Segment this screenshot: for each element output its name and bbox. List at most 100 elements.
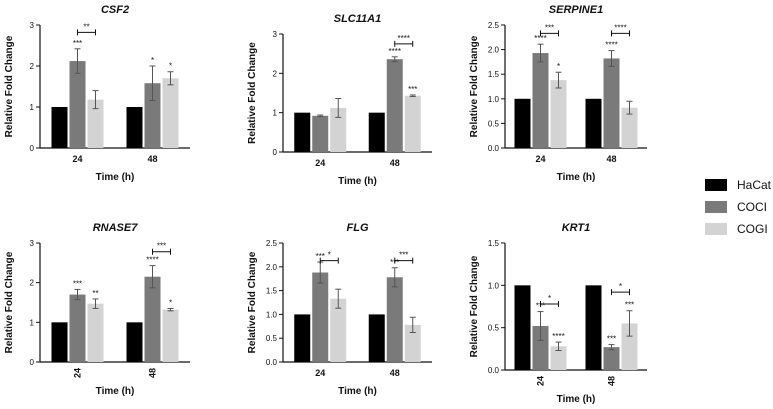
bar-cogi-24: [87, 303, 104, 362]
significance-label: ****: [534, 34, 546, 43]
y-tick-label: 0: [273, 148, 278, 157]
y-tick-label: 2: [273, 69, 278, 78]
y-tick-label: 0.0: [488, 366, 500, 375]
chart-title: RNASE7: [93, 222, 139, 234]
bar-hacat-24: [294, 112, 311, 152]
bar-coci-24: [69, 294, 86, 362]
legend-label-hacat: HaCat: [737, 178, 772, 192]
significance-label: *: [151, 56, 154, 65]
bracket-significance-label: ****: [398, 34, 410, 43]
bar-coci-48: [386, 277, 403, 362]
significance-label: *: [169, 62, 172, 71]
significance-label: ****: [389, 47, 401, 56]
legend-item-coci: COCI: [705, 196, 771, 218]
legend-label-coci: COCI: [737, 200, 767, 214]
y-tick-label: 1.0: [488, 281, 500, 290]
bar-coci-24: [312, 272, 329, 362]
chart-title: KRT1: [562, 222, 591, 234]
y-tick-label: 1: [30, 103, 35, 112]
y-tick-label: 1.5: [488, 70, 500, 79]
x-tick-label: 24: [535, 154, 545, 164]
bar-coci-24: [532, 53, 549, 148]
bar-cogi-48: [404, 324, 421, 362]
bar-hacat-48: [126, 107, 143, 148]
y-axis-label: Relative Fold Change: [4, 35, 15, 137]
x-axis-label: Time (h): [96, 386, 135, 397]
bracket-significance-label: *: [548, 294, 551, 303]
y-tick-label: 3: [30, 239, 35, 248]
y-tick-label: 1: [30, 318, 35, 327]
x-tick-label: 24: [315, 368, 325, 378]
bracket-significance-label: ***: [545, 23, 554, 32]
y-tick-label: 0: [30, 144, 35, 153]
x-tick-label: 48: [148, 368, 158, 378]
legend-label-cogi: COGI: [737, 222, 768, 236]
bracket-significance-label: ***: [157, 242, 166, 251]
y-tick-label: 0.5: [266, 334, 278, 343]
significance-label: ***: [607, 335, 616, 344]
bar-hacat-48: [368, 314, 385, 362]
y-tick-label: 3: [30, 21, 35, 30]
x-tick-label: 48: [147, 154, 157, 164]
y-axis-label: Relative Fold Change: [469, 255, 480, 357]
x-tick-label: 48: [606, 154, 616, 164]
significance-label: **: [92, 289, 98, 298]
x-axis-label: Time (h): [96, 172, 135, 183]
x-axis-label: Time (h): [557, 394, 596, 405]
bar-cogi-24: [330, 107, 347, 152]
x-axis-label: Time (h): [338, 176, 377, 187]
bar-coci-24: [532, 325, 549, 370]
y-axis-label: Relative Fold Change: [469, 35, 480, 137]
bar-coci-48: [603, 347, 620, 370]
significance-label: ***: [73, 279, 82, 288]
chart-title: SERPINE1: [549, 4, 603, 16]
legend-swatch-coci: [705, 201, 727, 213]
y-tick-label: 0.5: [488, 119, 500, 128]
bar-cogi-48: [621, 107, 638, 148]
bracket-significance-label: ***: [399, 251, 408, 260]
significance-label: *: [557, 62, 560, 71]
y-tick-label: 2.5: [266, 239, 278, 248]
bar-hacat-24: [514, 285, 531, 370]
bar-coci-24: [69, 61, 86, 148]
bar-cogi-48: [162, 78, 179, 148]
chart-title: CSF2: [101, 4, 129, 16]
bar-hacat-24: [51, 322, 68, 362]
bar-cogi-48: [162, 309, 179, 362]
chart-panel-flg: FLG 0.0 0.5 1.0 1.5 2.0 2.5 Relative Fold Chang…: [247, 222, 432, 397]
bar-cogi-48: [404, 95, 421, 152]
bracket-significance-label: **: [83, 22, 89, 31]
x-tick-label: 48: [607, 376, 617, 386]
bar-coci-24: [312, 115, 329, 152]
y-axis-label: Relative Fold Change: [4, 251, 15, 353]
chart-title: FLG: [347, 222, 369, 234]
bracket-significance-label: *: [619, 282, 622, 291]
legend: HaCat COCI COGI: [705, 174, 771, 240]
bar-coci-48: [603, 58, 620, 148]
x-tick-label: 24: [73, 368, 83, 378]
y-tick-label: 0.0: [266, 358, 278, 367]
x-tick-label: 24: [536, 376, 546, 386]
legend-item-hacat: HaCat: [705, 174, 771, 196]
y-tick-label: 2.5: [488, 21, 500, 30]
bar-hacat-24: [514, 98, 531, 148]
y-tick-label: 3: [273, 30, 278, 39]
x-tick-label: 48: [390, 368, 400, 378]
legend-item-cogi: COGI: [705, 218, 771, 240]
bar-coci-48: [144, 83, 161, 148]
y-tick-label: 2: [30, 279, 35, 288]
bar-cogi-48: [621, 323, 638, 370]
significance-label: ***: [625, 301, 634, 310]
x-tick-label: 48: [390, 158, 400, 168]
x-axis-label: Time (h): [338, 386, 377, 397]
bar-cogi-24: [550, 346, 567, 370]
significance-label: ***: [316, 252, 325, 261]
y-tick-label: 2: [30, 62, 35, 71]
y-tick-label: 2.0: [266, 263, 278, 272]
chart-title: SLC11A1: [334, 13, 381, 25]
y-tick-label: 1.0: [266, 310, 278, 319]
y-tick-label: 2.0: [488, 46, 500, 55]
